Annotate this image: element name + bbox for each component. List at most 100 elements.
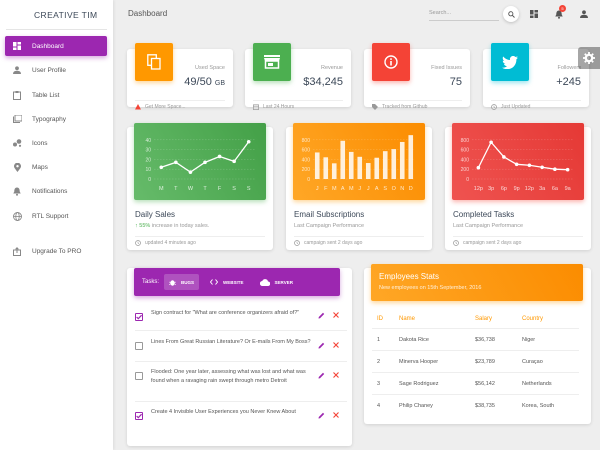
sidebar-item-label: Notifications: [32, 187, 68, 195]
warning-icon: [135, 104, 141, 110]
task-checkbox[interactable]: [135, 313, 143, 321]
store-icon: [253, 43, 291, 81]
sidebar-item-typography[interactable]: Typography: [5, 109, 107, 129]
data-point: [476, 165, 481, 170]
column-header: Name: [399, 316, 416, 322]
sidebar-item-label: Dashboard: [32, 42, 64, 50]
stat-category: Used Space: [195, 65, 225, 71]
task-checkbox[interactable]: [135, 372, 143, 380]
tasks-card: Tasks: BUGS WEBSITE SERVER Sign contract…: [127, 268, 352, 446]
employees-title: Employees Stats: [379, 272, 440, 281]
column-header: ID: [377, 316, 383, 322]
code-icon: [210, 279, 219, 285]
sidebar-item-user-profile[interactable]: User Profile: [5, 60, 107, 80]
bubble-chart-icon: [12, 138, 22, 148]
x-tick-label: J: [358, 186, 361, 192]
task-checkbox[interactable]: [135, 412, 143, 420]
search-input[interactable]: Search...: [429, 7, 499, 21]
stat-footer: Just Updated: [491, 100, 581, 110]
local-offer-icon: [372, 104, 378, 110]
bar: [348, 151, 354, 179]
tab-server[interactable]: SERVER: [255, 274, 298, 290]
task-checkbox[interactable]: [135, 342, 143, 350]
table-row[interactable]: 4 Philip Chaney $38,735 Korea, South: [377, 403, 555, 409]
y-tick-label: 0: [307, 177, 310, 183]
x-tick-label: W: [188, 186, 194, 192]
table-row[interactable]: 1 Dakota Rice $36,738 Niger: [372, 329, 579, 351]
close-icon[interactable]: [332, 311, 340, 319]
series-line: [161, 141, 250, 173]
sidebar-item-dashboard[interactable]: Dashboard: [5, 36, 107, 56]
table-row[interactable]: 3 Sage Rodriguez $56,142 Netherlands: [372, 373, 579, 395]
library-books-icon: [12, 114, 22, 124]
date-range-icon: [253, 104, 259, 110]
page-title[interactable]: Dashboard: [128, 9, 168, 18]
table-header-row: ID Name Salary Country: [372, 311, 579, 329]
chart-title: Email Subscriptions: [294, 210, 365, 219]
tab-website[interactable]: WEBSITE: [205, 274, 249, 290]
stat-value: $34,245: [303, 76, 343, 88]
bar: [340, 140, 346, 179]
chart-category: Last Campaign Performance: [453, 223, 524, 229]
settings-gear-button[interactable]: [578, 47, 600, 69]
clock-icon: [135, 240, 141, 246]
tab-bugs[interactable]: BUGS: [164, 274, 200, 290]
employees-header: Employees Stats New employees on 15th Se…: [371, 264, 583, 301]
stat-value: 49/50 GB: [184, 76, 225, 88]
y-tick-label: 20: [145, 157, 151, 163]
x-tick-label: S: [247, 186, 251, 192]
bug-icon: [169, 279, 177, 286]
stat-category: Followers: [557, 65, 581, 71]
column-header: Salary: [475, 316, 493, 322]
info-icon: [372, 43, 410, 81]
close-icon[interactable]: [332, 371, 340, 379]
edit-icon[interactable]: [317, 371, 325, 379]
bell-icon: [12, 186, 22, 196]
search-button[interactable]: [503, 6, 519, 22]
sidebar-item-label: Icons: [32, 139, 48, 147]
sidebar-item-icons[interactable]: Icons: [5, 133, 107, 153]
data-point: [540, 165, 544, 170]
stat-category: Revenue: [320, 65, 343, 71]
chart-card-email-subscriptions: 800 600 400 200 0 J F M A M J J A S O N D Email Subscrip…: [286, 123, 432, 250]
x-tick-label: J: [316, 186, 319, 192]
person-icon[interactable]: [579, 9, 589, 19]
edit-icon[interactable]: [317, 411, 325, 419]
sidebar-item-maps[interactable]: Maps: [5, 157, 107, 177]
bar: [357, 156, 363, 179]
data-point: [174, 160, 178, 165]
dashboard-icon[interactable]: [529, 9, 539, 19]
y-tick-label: 200: [302, 167, 311, 173]
sidebar-item-table-list[interactable]: Table List: [5, 85, 107, 105]
chart-footer: campaign sent 2 days ago: [294, 236, 424, 246]
bar: [408, 135, 414, 179]
clock-icon: [453, 240, 459, 246]
x-tick-label: F: [218, 186, 222, 192]
sidebar-item-upgrade-pro[interactable]: Upgrade To PRO: [5, 241, 107, 261]
column-header: Country: [522, 316, 544, 322]
x-tick-label: D: [409, 186, 413, 192]
table-row[interactable]: 2 Minerva Hooper $23,789 Curaçao: [372, 351, 579, 373]
chart-card-daily-sales: 40 30 20 10 0 M T W T F S S Daily Sales ↑ 55% incre…: [127, 123, 273, 250]
edit-icon[interactable]: [317, 341, 325, 349]
sidebar-item-label: RTL Support: [32, 212, 69, 220]
edit-icon[interactable]: [317, 311, 325, 319]
x-tick-label: 12p: [474, 186, 483, 192]
stat-footer-link[interactable]: Get More Space...: [145, 104, 186, 110]
y-tick-label: 800: [461, 138, 470, 144]
close-icon[interactable]: [332, 411, 340, 419]
data-point: [217, 154, 222, 159]
close-icon[interactable]: [332, 341, 340, 349]
brand-logo[interactable]: CREATIVE TIM: [6, 0, 107, 30]
sidebar-item-label: Upgrade To PRO: [32, 247, 82, 255]
y-tick-label: 40: [145, 138, 151, 144]
stat-value: +245: [556, 76, 581, 88]
task-text: Flooded: One year later, assessing what …: [151, 369, 306, 384]
gear-icon: [583, 52, 595, 64]
chart-footer: updated 4 minutes ago: [135, 236, 265, 246]
dashboard-icon: [12, 41, 22, 51]
sidebar-item-notifications[interactable]: Notifications: [5, 181, 107, 201]
sidebar-item-rtl-support[interactable]: RTL Support: [5, 206, 107, 226]
x-tick-label: A: [341, 186, 345, 192]
x-tick-label: 9a: [565, 186, 572, 192]
